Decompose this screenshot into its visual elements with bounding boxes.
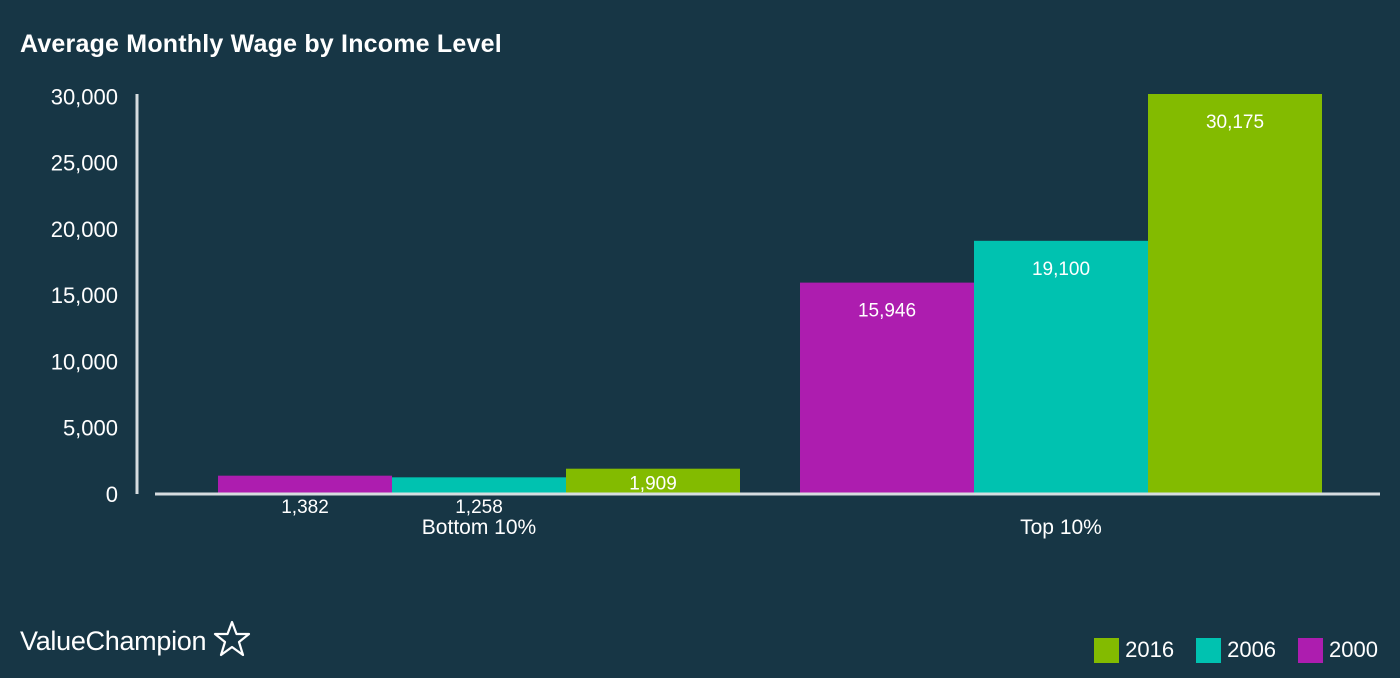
- brand-logo: ValueChampion: [20, 618, 252, 664]
- legend-item-2000: 2000: [1298, 637, 1378, 663]
- brand-name: ValueChampion: [20, 625, 207, 656]
- chart-legend: 2016 2006 2000: [1072, 637, 1378, 663]
- legend-item-2006: 2006: [1196, 637, 1276, 663]
- data-label: 1,909: [629, 473, 677, 494]
- chart-title: Average Monthly Wage by Income Level: [20, 30, 502, 58]
- x-category-label: Top 10%: [1020, 516, 1102, 539]
- legend-item-2016: 2016: [1094, 637, 1174, 663]
- legend-swatch: [1298, 637, 1324, 663]
- legend-label: 2016: [1125, 637, 1175, 662]
- legend-swatch: [1196, 637, 1222, 663]
- data-label: 30,175: [1206, 112, 1264, 133]
- y-tick-label: 10,000: [51, 349, 118, 374]
- bar-2016-1: [1148, 94, 1322, 494]
- legend-swatch: [1094, 637, 1120, 663]
- bar-2006-1: [974, 240, 1148, 494]
- y-tick-label: 20,000: [51, 217, 118, 242]
- x-category-label: Bottom 10%: [422, 516, 536, 539]
- data-label: 1,258: [455, 497, 503, 518]
- y-tick-label: 30,000: [51, 84, 118, 109]
- y-tick-label: 0: [106, 482, 118, 507]
- bar-chart: 0 5,000 10,000 15,000 20,000 25,000 30,000 1,38…: [51, 84, 1380, 539]
- bar-2006-0: [392, 477, 566, 494]
- bar-2000-1: [800, 282, 974, 494]
- y-tick-label: 15,000: [51, 283, 118, 308]
- bar-2016-0: [566, 468, 740, 494]
- legend-label: 2006: [1227, 637, 1277, 662]
- legend-label: 2000: [1329, 637, 1378, 662]
- bar-2000-0: [218, 475, 392, 494]
- star-outline-icon: [212, 619, 252, 664]
- y-tick-label: 5,000: [63, 416, 118, 441]
- data-label: 19,100: [1032, 259, 1090, 280]
- data-label: 15,946: [858, 301, 916, 322]
- data-label: 1,382: [281, 497, 329, 518]
- y-tick-label: 25,000: [51, 151, 118, 176]
